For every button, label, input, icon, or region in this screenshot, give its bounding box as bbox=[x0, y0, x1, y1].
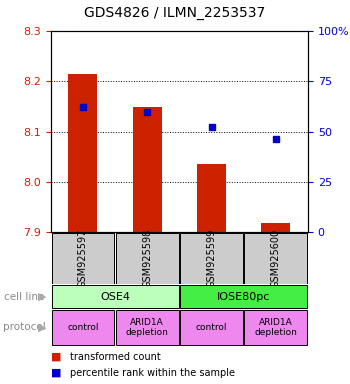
Text: GSM925600: GSM925600 bbox=[271, 229, 281, 288]
Text: ■: ■ bbox=[51, 352, 61, 362]
Text: percentile rank within the sample: percentile rank within the sample bbox=[70, 368, 235, 378]
Bar bbox=[133, 108, 162, 232]
Bar bbox=[180, 310, 243, 344]
Bar bbox=[197, 164, 226, 232]
Text: ARID1A
depletion: ARID1A depletion bbox=[126, 318, 169, 337]
Text: GSM925598: GSM925598 bbox=[142, 228, 152, 288]
Text: ARID1A
depletion: ARID1A depletion bbox=[254, 318, 297, 337]
Bar bbox=[116, 233, 178, 284]
Text: cell line: cell line bbox=[4, 291, 44, 302]
Text: ▶: ▶ bbox=[38, 291, 46, 302]
Text: ▶: ▶ bbox=[38, 322, 46, 333]
Text: OSE4: OSE4 bbox=[100, 291, 130, 302]
Bar bbox=[51, 310, 114, 344]
Text: IOSE80pc: IOSE80pc bbox=[217, 291, 270, 302]
Bar bbox=[51, 233, 114, 284]
Text: control: control bbox=[196, 323, 227, 332]
Bar bbox=[261, 223, 290, 232]
Bar bbox=[180, 285, 307, 308]
Text: protocol: protocol bbox=[4, 322, 46, 333]
Text: GSM925597: GSM925597 bbox=[78, 228, 88, 288]
Bar bbox=[244, 310, 307, 344]
Text: control: control bbox=[67, 323, 99, 332]
Bar bbox=[180, 233, 243, 284]
Text: transformed count: transformed count bbox=[70, 352, 161, 362]
Bar bbox=[51, 285, 178, 308]
Text: GSM925599: GSM925599 bbox=[206, 228, 217, 288]
Text: ■: ■ bbox=[51, 368, 61, 378]
Bar bbox=[69, 74, 97, 232]
Text: GDS4826 / ILMN_2253537: GDS4826 / ILMN_2253537 bbox=[84, 7, 266, 20]
Bar bbox=[244, 233, 307, 284]
Bar bbox=[116, 310, 178, 344]
